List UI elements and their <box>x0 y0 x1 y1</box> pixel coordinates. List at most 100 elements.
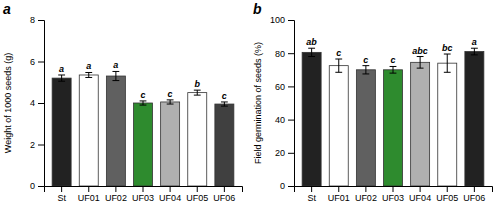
y-axis: 020406080100 <box>270 15 295 191</box>
axis-line <box>38 21 45 187</box>
tick: UF04 <box>409 186 431 203</box>
bar <box>438 63 457 186</box>
annotation: c <box>363 55 368 65</box>
error-bar <box>390 66 397 73</box>
y-axis-title: Weight of 1000 seeds (g) <box>3 53 13 153</box>
annotation: a <box>472 37 477 47</box>
tick: 60 <box>275 82 294 92</box>
annotation: ab <box>306 37 317 47</box>
axis-line <box>295 187 493 193</box>
tick-label: UF03 <box>382 193 404 203</box>
annotation: abc <box>412 46 428 56</box>
error-bar-line <box>221 102 228 106</box>
bar <box>188 93 207 186</box>
error-bar-line <box>58 75 65 81</box>
bar <box>79 75 98 186</box>
error-bar-line <box>308 48 315 56</box>
tick-mark <box>393 186 394 192</box>
error-bar <box>471 48 478 55</box>
error-bar-line <box>417 57 424 69</box>
tick-label: UF05 <box>436 193 458 203</box>
error-bar <box>112 71 119 80</box>
tick-mark <box>170 186 171 192</box>
bar <box>302 52 321 186</box>
tick-label: St <box>57 193 66 203</box>
axis-line <box>45 187 243 193</box>
tick-label: 6 <box>30 57 35 67</box>
tick-label: 100 <box>270 15 285 25</box>
bar <box>52 78 71 186</box>
error-bar <box>444 54 451 72</box>
tick-mark <box>447 186 448 192</box>
tick-label: 40 <box>275 115 285 125</box>
bar <box>384 70 403 186</box>
error-bar <box>362 66 369 74</box>
tick-mark <box>88 186 89 192</box>
annotation: c <box>222 91 227 101</box>
tick: St <box>307 186 316 203</box>
bar <box>106 76 125 186</box>
tick-mark <box>365 186 366 192</box>
error-bar-line <box>362 66 369 74</box>
panel: aaaccbc02468StUF01UF02UF03UF04UF05UF06We… <box>3 1 243 203</box>
tick-mark <box>420 186 421 192</box>
tick-label: 0 <box>280 181 285 191</box>
tick-mark <box>115 186 116 192</box>
figure: aaaccbc02468StUF01UF02UF03UF04UF05UF06We… <box>0 0 500 204</box>
tick-mark <box>38 62 44 63</box>
x-axis: St UF01 UF02 UF03 UF04 UF05 UF06 <box>295 186 493 203</box>
error-bar <box>85 72 92 77</box>
annotation: c <box>140 90 145 100</box>
bar <box>465 52 484 186</box>
marks <box>302 48 484 186</box>
bar <box>411 62 430 186</box>
tick: UF03 <box>132 186 154 203</box>
tick: UF03 <box>382 186 404 203</box>
tick-label: UF02 <box>355 193 377 203</box>
annotation: a <box>113 60 118 70</box>
error-bar <box>335 59 342 72</box>
tick-label: UF04 <box>159 193 181 203</box>
tick-mark <box>338 186 339 192</box>
y-axis-title: Field germination of seeds (%) <box>253 42 263 164</box>
error-bar <box>58 75 65 81</box>
tick-label: UF03 <box>132 193 154 203</box>
tick: 6 <box>30 57 44 67</box>
annotation: a <box>59 64 64 74</box>
tick-mark <box>288 153 294 154</box>
tick-mark <box>288 86 294 87</box>
marks <box>52 71 234 186</box>
bar <box>215 104 234 186</box>
tick-mark <box>224 186 225 192</box>
tick-label: 2 <box>30 140 35 150</box>
tick: UF01 <box>328 186 350 203</box>
error-bar-line <box>85 72 92 77</box>
error-bar-line <box>471 48 478 55</box>
tick-mark <box>288 120 294 121</box>
tick-label: 4 <box>30 98 35 108</box>
tick: UF01 <box>78 186 100 203</box>
tick-mark <box>474 186 475 192</box>
error-bar <box>221 102 228 106</box>
tick: 0 <box>30 181 44 191</box>
annotation: c <box>168 89 173 99</box>
annotation: bc <box>442 43 453 53</box>
tick-mark <box>38 20 44 21</box>
tick: UF04 <box>159 186 181 203</box>
annotation: c <box>390 55 395 65</box>
tick-label: St <box>307 193 316 203</box>
tick: 20 <box>275 148 294 158</box>
tick: UF06 <box>213 186 235 203</box>
tick-label: UF04 <box>409 193 431 203</box>
tick: 4 <box>30 98 44 108</box>
tick: St <box>57 186 66 203</box>
tick-mark <box>143 186 144 192</box>
tick: UF06 <box>463 186 485 203</box>
error-bar-line <box>112 71 119 80</box>
error-bar-line <box>444 54 451 72</box>
error-bar-line <box>335 59 342 72</box>
tick-label: UF02 <box>105 193 127 203</box>
panel-title: b <box>253 1 262 17</box>
tick: 8 <box>30 15 44 25</box>
tick-mark <box>61 186 62 192</box>
